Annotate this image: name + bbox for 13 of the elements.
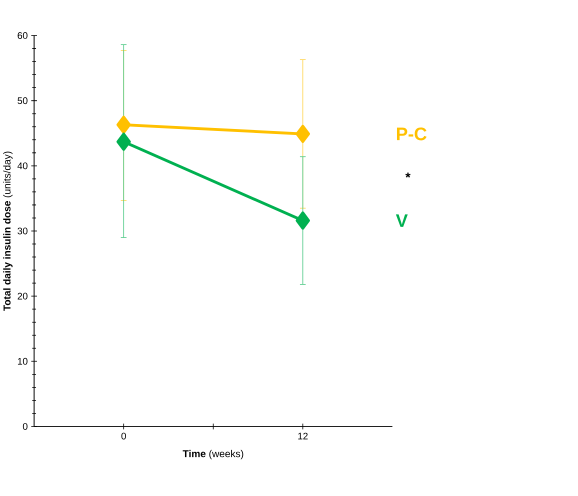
y-tick-label: 20 [18,292,28,300]
y-tick-label: 40 [17,162,28,170]
text: * [405,172,411,178]
y-axis-title: Total daily insulin dose (units/day) [3,152,13,312]
x-axis-title: Time (weeks) [182,450,244,460]
x-tick-label: 12 [298,432,308,440]
text: V [396,214,408,228]
y-tick-label: 0 [22,423,28,430]
text: P-C [396,128,427,141]
y-tick-label: 30 [18,228,28,235]
y-tick-label: 60 [18,32,28,40]
y-tick-label: 10 [18,358,28,365]
y-tick-label: 50 [18,97,28,104]
